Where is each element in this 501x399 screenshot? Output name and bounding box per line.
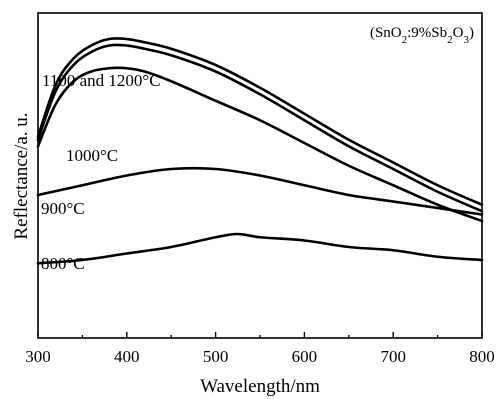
x-tick-label-800: 800 xyxy=(469,347,495,366)
series-line-4 xyxy=(36,166,484,216)
x-tick-label-700: 700 xyxy=(380,347,406,366)
series-label-900: 900°C xyxy=(41,199,85,218)
x-tick-label-300: 300 xyxy=(25,347,51,366)
series-line-3 xyxy=(36,66,484,223)
y-axis-label: Reflectance/a. u. xyxy=(11,112,32,239)
x-axis-ticks xyxy=(37,332,483,338)
series-line-5 xyxy=(36,232,484,265)
series-label-800: 800°C xyxy=(41,254,85,273)
x-tick-label-500: 500 xyxy=(203,347,229,366)
series-line-1 xyxy=(36,37,484,207)
sample-composition-annotation: (SnO2:9%Sb2O3) xyxy=(370,25,474,46)
series-line-2 xyxy=(36,43,484,213)
series-label-1100-1200: 1100 and 1200°C xyxy=(42,71,161,90)
x-tick-label-400: 400 xyxy=(114,347,140,366)
x-axis-label: Wavelength/nm xyxy=(200,376,320,397)
x-tick-label-600: 600 xyxy=(292,347,318,366)
series-curves xyxy=(36,37,484,265)
series-label-1000: 1000°C xyxy=(66,146,118,165)
x-axis-tick-labels: 300 400 500 600 700 800 xyxy=(25,347,495,366)
